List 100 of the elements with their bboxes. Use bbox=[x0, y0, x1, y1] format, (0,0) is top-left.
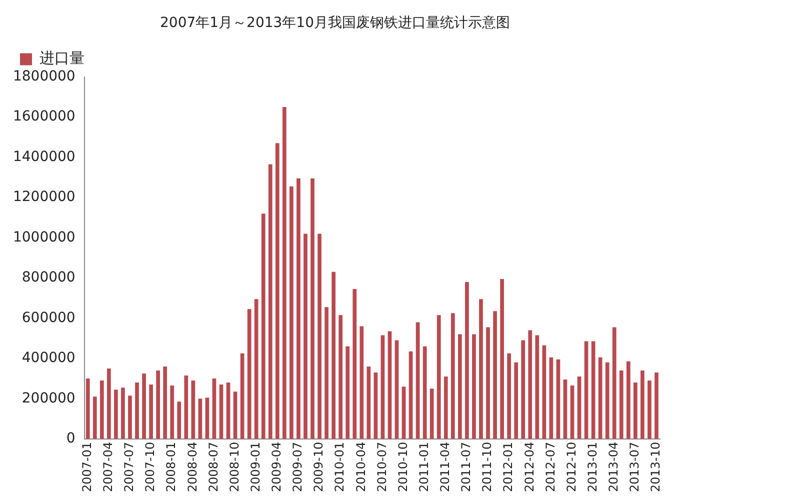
bar bbox=[500, 278, 504, 439]
bar bbox=[338, 315, 343, 439]
x-tick-label: 2012-04 bbox=[522, 442, 536, 492]
x-tick-label: 2011-10 bbox=[480, 442, 494, 492]
bar bbox=[402, 386, 406, 439]
legend-label: 进口量 bbox=[40, 49, 84, 68]
bar bbox=[184, 376, 188, 439]
bar bbox=[619, 370, 624, 439]
bar bbox=[486, 327, 490, 439]
x-tick-label: 2008-10 bbox=[227, 442, 242, 492]
x-tick-label: 2009-10 bbox=[312, 442, 326, 492]
bar bbox=[261, 214, 266, 439]
bar bbox=[226, 382, 230, 439]
bar bbox=[436, 315, 441, 439]
x-tick-label: 2013-10 bbox=[648, 442, 663, 492]
bar bbox=[100, 380, 104, 439]
bar bbox=[416, 322, 420, 439]
bar bbox=[275, 143, 280, 439]
bar bbox=[408, 351, 413, 439]
x-tick-label: 2013-01 bbox=[585, 442, 600, 492]
x-tick-label: 2010-10 bbox=[396, 442, 410, 492]
x-tick-label: 2009-01 bbox=[248, 442, 262, 492]
bar bbox=[549, 357, 554, 439]
x-tick-label: 2009-04 bbox=[270, 442, 284, 492]
y-tick-label: 1000000 bbox=[12, 229, 76, 246]
bar bbox=[128, 396, 132, 439]
x-tick-label: 2007-07 bbox=[122, 442, 136, 492]
bar bbox=[205, 398, 210, 439]
bar bbox=[135, 382, 139, 439]
y-tick-label: 800000 bbox=[22, 270, 76, 286]
bar bbox=[648, 380, 652, 439]
bar bbox=[324, 307, 328, 439]
bar bbox=[479, 299, 483, 439]
bar bbox=[591, 341, 596, 439]
bar bbox=[142, 373, 146, 439]
bar bbox=[444, 376, 448, 439]
x-tick-label: 2007-10 bbox=[143, 442, 158, 492]
bar bbox=[352, 289, 357, 439]
x-tick-label: 2012-10 bbox=[564, 442, 578, 492]
bar bbox=[247, 309, 252, 439]
bar bbox=[156, 370, 160, 439]
bar bbox=[605, 362, 610, 439]
bar bbox=[612, 327, 616, 439]
x-tick-label: 2010-07 bbox=[374, 442, 389, 492]
bar bbox=[507, 353, 511, 439]
bar bbox=[514, 362, 518, 439]
bar bbox=[177, 402, 182, 439]
x-tick-label: 2013-04 bbox=[606, 442, 620, 492]
bar bbox=[640, 370, 644, 439]
bar bbox=[577, 376, 582, 439]
bar bbox=[493, 311, 497, 439]
bar bbox=[528, 330, 532, 439]
bar bbox=[170, 386, 174, 439]
x-tick-label: 2010-04 bbox=[354, 442, 368, 492]
bar bbox=[318, 234, 322, 439]
bar bbox=[219, 384, 224, 439]
bar bbox=[163, 366, 168, 439]
bar bbox=[212, 378, 216, 439]
bar bbox=[430, 388, 434, 439]
bar bbox=[86, 378, 90, 439]
x-tick-label: 2008-07 bbox=[206, 442, 220, 492]
bar bbox=[240, 353, 244, 439]
chart-title: 2007年1月～2013年10月我国废钢铁进口量统计示意图 bbox=[160, 15, 510, 32]
bar bbox=[535, 335, 540, 439]
bar bbox=[310, 178, 314, 439]
bar bbox=[472, 334, 476, 439]
bar bbox=[191, 380, 196, 439]
bar bbox=[360, 326, 364, 439]
x-tick-label: 2008-04 bbox=[185, 442, 200, 492]
x-tick-label: 2012-07 bbox=[543, 442, 558, 492]
bar bbox=[634, 382, 638, 439]
x-tick-label: 2011-04 bbox=[438, 442, 452, 492]
bar bbox=[198, 398, 202, 439]
y-tick-label: 200000 bbox=[22, 390, 76, 406]
bar bbox=[268, 164, 272, 439]
bar bbox=[542, 345, 546, 439]
x-tick-label: 2010-01 bbox=[332, 442, 347, 492]
y-tick-label: 1400000 bbox=[12, 148, 76, 165]
bar bbox=[388, 331, 392, 439]
bar bbox=[366, 366, 371, 439]
x-tick-label: 2007-04 bbox=[101, 442, 116, 492]
bar bbox=[254, 299, 258, 439]
bar bbox=[458, 334, 462, 439]
bar bbox=[296, 178, 300, 439]
bar bbox=[422, 346, 427, 439]
bar bbox=[106, 368, 111, 439]
x-tick-label: 2013-07 bbox=[628, 442, 642, 492]
x-tick-label: 2012-01 bbox=[501, 442, 516, 492]
bar bbox=[521, 340, 526, 439]
bar bbox=[380, 335, 385, 439]
x-tick-label: 2008-01 bbox=[164, 442, 178, 492]
bar bbox=[465, 282, 469, 439]
x-tick-label: 2011-01 bbox=[416, 442, 431, 492]
bar bbox=[654, 372, 658, 439]
y-tick-label: 1200000 bbox=[12, 189, 76, 206]
y-tick-label: 1600000 bbox=[12, 108, 76, 125]
bar bbox=[233, 392, 238, 439]
bar bbox=[570, 386, 574, 439]
bar bbox=[114, 390, 118, 439]
bar bbox=[450, 313, 455, 439]
